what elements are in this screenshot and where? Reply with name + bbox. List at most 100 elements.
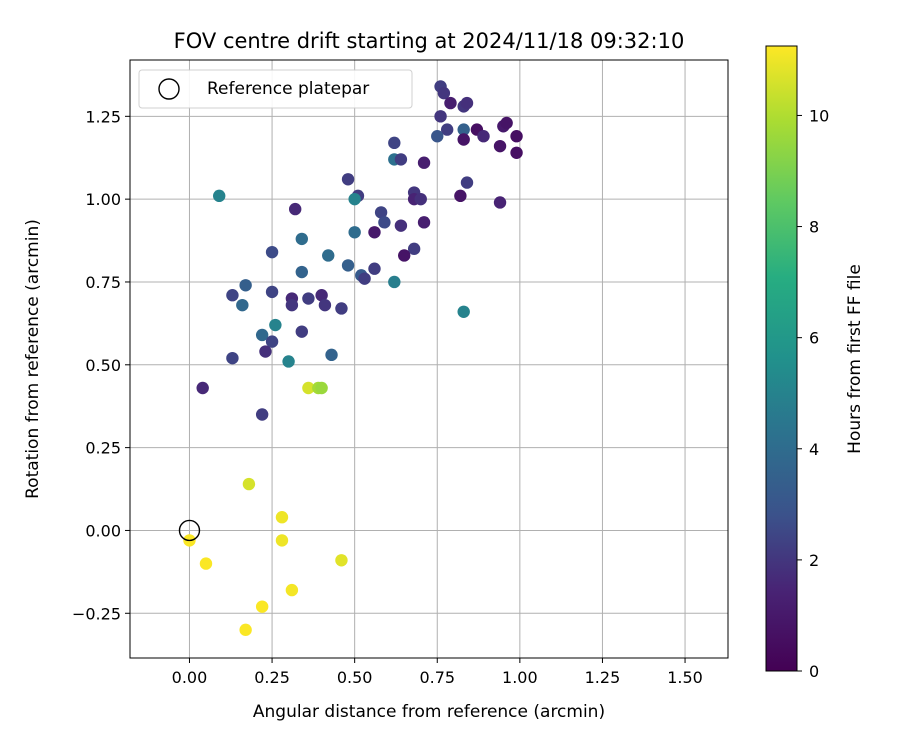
colorbar-ticks: 0 2 4 6 8 10 [797,106,829,681]
scatter-point [417,156,431,169]
scatter-point [236,298,249,312]
scatter-point [199,557,213,570]
scatter-point [417,216,431,229]
scatter-point [318,298,332,312]
scatter-point [265,335,279,348]
scatter-point [315,289,328,302]
grid-lines [130,60,728,658]
y-tick-label: 1.25 [85,107,121,126]
reference-platepar-marker [178,519,201,542]
colorbar: 0 2 4 6 8 10 Hours from first FF file [765,45,865,681]
scatter-point [259,345,272,358]
scatter-point [255,408,269,421]
scatter-point [196,381,209,395]
scatter-point [348,226,361,239]
scatter-point [226,351,239,365]
x-tick-label: 1.25 [585,668,621,687]
x-tick-label: 1.00 [502,668,538,687]
scatter-point [315,381,328,395]
scatter-point [285,583,299,597]
scatter-point [275,534,289,547]
scatter-point [213,189,226,203]
y-tick-label: 1.00 [85,190,121,209]
y-axis-label: Rotation from reference (arcmin) [23,219,43,499]
scatter-point [341,173,355,186]
x-tick-label: 0.50 [337,668,373,687]
x-tick-label: 1.50 [667,668,703,687]
y-tick-label: 0.50 [85,356,121,375]
scatter-point [358,272,371,285]
scatter-point [398,249,411,262]
scatter-point [394,153,408,166]
scatter-point [275,510,289,524]
legend-entry-reference-platepar: Reference platepar [207,79,369,99]
scatter-point [378,216,391,229]
scatter-point [335,554,348,567]
scatter-point [457,123,470,136]
scatter-point [440,123,454,136]
scatter-point [302,381,315,395]
scatter-point [454,189,467,203]
colorbar-label: Hours from first FF file [845,264,865,454]
scatter-point [388,275,401,289]
scatter-point [510,129,523,143]
scatter-point [444,96,457,110]
scatter-point [265,285,279,299]
scatter-point [302,292,315,305]
y-tick-label: 0.00 [85,521,121,540]
legend-box [138,69,413,109]
scatter-point [493,196,507,209]
y-axis-ticks: −0.25 0.00 0.25 0.50 0.75 1.00 1.25 [72,107,130,623]
scatter-point [325,348,338,362]
legend-reference-marker-icon [158,78,180,100]
scatter-point [510,146,523,159]
scatter-point [460,96,474,110]
scatter-point [282,355,295,368]
scatter-point [335,302,348,315]
x-axis-ticks: 0.00 0.25 0.50 0.75 1.00 1.25 1.50 [172,658,703,687]
scatter-point [434,110,447,123]
scatter-point [460,176,474,189]
data-points [183,80,523,637]
scatter-point [295,265,309,279]
scatter-point [285,298,299,312]
scatter-point [374,206,388,219]
colorbar-tick-label: 8 [809,218,819,237]
x-tick-label: 0.75 [419,668,455,687]
scatter-point [239,623,252,637]
scatter-point [457,133,470,146]
scatter-point [431,129,444,143]
x-tick-label: 0.25 [254,668,290,687]
scatter-point [288,202,302,216]
scatter-point [295,232,309,246]
scatter-point [457,305,470,318]
scatter-point [394,219,408,232]
x-tick-label: 0.00 [172,668,208,687]
scatter-point [493,139,507,153]
scatter-point [348,192,361,206]
chart-title: FOV centre drift starting at 2024/11/18 … [174,29,685,53]
colorbar-tick-label: 0 [809,662,819,681]
scatter-point [368,226,381,239]
scatter-point [500,116,513,130]
y-tick-label: 0.25 [85,439,121,458]
scatter-point [414,192,427,206]
scatter-point [407,242,421,256]
colorbar-gradient [765,45,798,672]
scatter-point [368,262,381,275]
scatter-point [242,477,256,491]
y-tick-label: −0.25 [72,604,121,623]
y-tick-label: 0.75 [85,273,121,292]
colorbar-tick-label: 4 [809,440,819,459]
legend: Reference platepar [138,69,413,109]
scatter-point [295,325,309,338]
scatter-point [477,129,490,143]
scatter-point [341,259,355,272]
scatter-point [255,328,269,342]
reference-marker-group [178,519,201,542]
scatter-point [322,249,335,262]
scatter-point [226,289,239,302]
x-axis-label: Angular distance from reference (arcmin) [253,702,605,722]
scatter-point [388,136,401,150]
